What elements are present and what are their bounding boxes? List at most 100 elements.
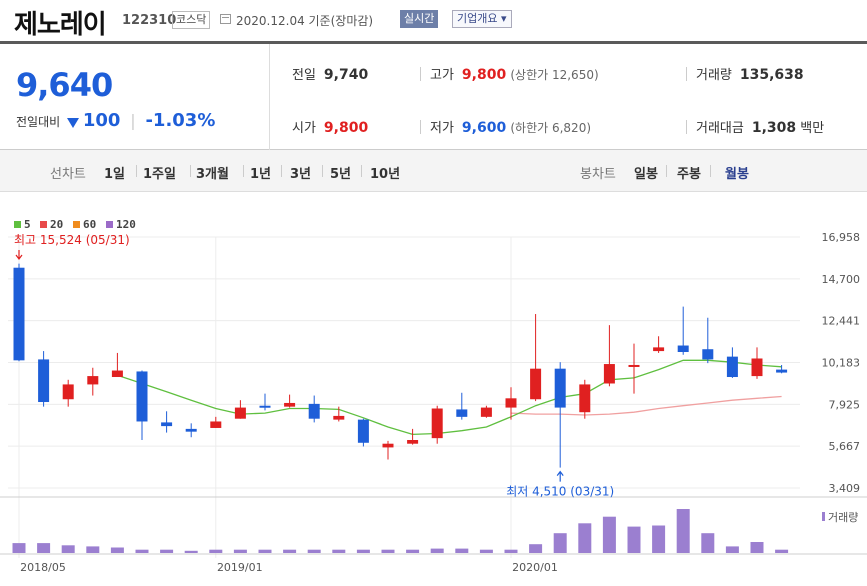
volume-bar — [725, 546, 739, 553]
candle-body — [751, 358, 763, 377]
calendar-icon — [220, 14, 231, 24]
candle-body — [530, 368, 542, 400]
divider — [420, 67, 421, 81]
company-name: 제노레이 — [14, 10, 107, 40]
prev-close-value: 9,740 — [323, 67, 369, 83]
period-bar: 선차트 1일 1주일 3개월 1년 3년 5년 10년 봉차트 일봉 주봉 월봉 — [0, 150, 867, 192]
volume-bar — [332, 549, 346, 553]
period-1d[interactable]: 1일 — [104, 167, 126, 182]
candle-monthly[interactable]: 월봉 — [725, 167, 749, 182]
candle-body — [111, 370, 123, 378]
volume-bar — [750, 542, 764, 553]
divider — [361, 165, 362, 177]
period-1y[interactable]: 1년 — [250, 167, 272, 182]
candle-weekly[interactable]: 주봉 — [677, 167, 701, 182]
date-text: 2020.12.04 기준(장마감) — [236, 14, 374, 28]
candle-body — [38, 359, 50, 403]
volume-bar — [258, 549, 272, 553]
candle-body — [284, 402, 296, 407]
change-label: 전일대비 — [16, 115, 61, 129]
candle-body — [480, 407, 492, 417]
candle-chart-label: 봉차트 — [580, 167, 616, 182]
volume-bar — [775, 549, 789, 553]
high-value: 9,800 — [461, 67, 507, 83]
volume-bar — [12, 543, 26, 553]
volume-bar — [307, 549, 321, 553]
divider — [666, 165, 667, 177]
title-bar: 제노레이 122310 코스닥 2020.12.04 기준(장마감) 실시간 기… — [0, 0, 867, 44]
volume-bar — [356, 549, 370, 553]
divider — [420, 120, 421, 134]
candle-body — [726, 356, 738, 378]
volume-bar — [61, 545, 75, 553]
candle-body — [579, 384, 591, 413]
candle-body — [603, 364, 615, 384]
candle-body — [87, 376, 99, 385]
down-triangle-icon — [67, 117, 79, 128]
volume-bar — [578, 523, 592, 553]
low-arrow-icon — [556, 470, 564, 482]
x-tick-label: 2020/01 — [512, 561, 558, 574]
low-label: 저가 — [430, 121, 454, 136]
candle-body — [677, 345, 689, 353]
candle-body — [456, 409, 468, 417]
period-10y[interactable]: 10년 — [370, 167, 401, 182]
line-chart-label: 선차트 — [50, 167, 86, 182]
volume-bar — [553, 533, 567, 553]
legend-label: 20 — [50, 218, 63, 231]
trade-amount-value: 1,308 — [751, 120, 797, 136]
divider — [710, 165, 711, 177]
y-tick-label: 7,925 — [829, 398, 861, 411]
candle-body — [161, 422, 173, 427]
divider — [136, 165, 137, 177]
candle-body — [136, 371, 148, 422]
candle-body — [653, 347, 665, 352]
current-price: 9,640 — [16, 66, 113, 104]
period-3m[interactable]: 3개월 — [196, 167, 229, 182]
candle-body — [308, 403, 320, 419]
legend-swatch — [73, 221, 80, 228]
volume-bar — [381, 549, 395, 553]
trade-amount-label: 거래대금 — [696, 121, 744, 136]
company-overview-dropdown[interactable]: 기업개요 ▾ — [452, 10, 512, 28]
market-badge: 코스닥 — [172, 11, 211, 29]
period-5y[interactable]: 5년 — [330, 167, 352, 182]
volume-bar — [86, 546, 100, 553]
price-summary: 9,640 전일대비 100 | -1.03% 전일 9,740 고가 9,800 … — [0, 44, 867, 150]
divider — [243, 165, 244, 177]
current-price-panel: 9,640 전일대비 100 | -1.03% — [0, 44, 270, 150]
lower-limit-text: (하한가 6,820) — [510, 121, 592, 135]
legend-label: 120 — [116, 218, 136, 231]
volume-bar — [110, 547, 124, 553]
period-3y[interactable]: 3년 — [290, 167, 312, 182]
volume-bar — [652, 525, 666, 553]
legend-label: 60 — [83, 218, 96, 231]
candle-body — [62, 384, 74, 400]
volume-legend-swatch — [822, 512, 825, 521]
low-stat: 저가 9,600 (하한가 6,820) — [430, 117, 591, 136]
volume-bar — [430, 548, 444, 553]
y-tick-label: 14,700 — [822, 273, 861, 286]
legend-swatch — [106, 221, 113, 228]
realtime-button[interactable]: 실시간 — [400, 10, 439, 28]
trade-amount-stat: 거래대금 1,308 백만 — [696, 117, 824, 136]
volume-bar — [406, 549, 420, 553]
divider: | — [130, 111, 136, 130]
candle-body — [234, 407, 246, 419]
price-chart: 16,958 14,700 12,441 10,183 7,925 5,667 3,409 5… — [0, 218, 867, 574]
open-stat: 시가 9,800 — [292, 117, 368, 136]
y-tick-label: 3,409 — [829, 482, 861, 495]
legend-label: 5 — [24, 218, 31, 231]
divider — [686, 120, 687, 134]
volume-bar — [209, 549, 223, 553]
divider — [281, 165, 282, 177]
volume-bar — [37, 543, 51, 553]
candle-daily[interactable]: 일봉 — [634, 167, 658, 182]
volume-stat: 거래량 135,638 — [696, 64, 804, 83]
volume-bar — [233, 549, 247, 553]
period-1w[interactable]: 1주일 — [143, 167, 176, 182]
candle-body — [357, 419, 369, 443]
volume-bar — [160, 549, 174, 553]
volume-bar — [283, 549, 297, 553]
volume-bar — [184, 550, 198, 553]
